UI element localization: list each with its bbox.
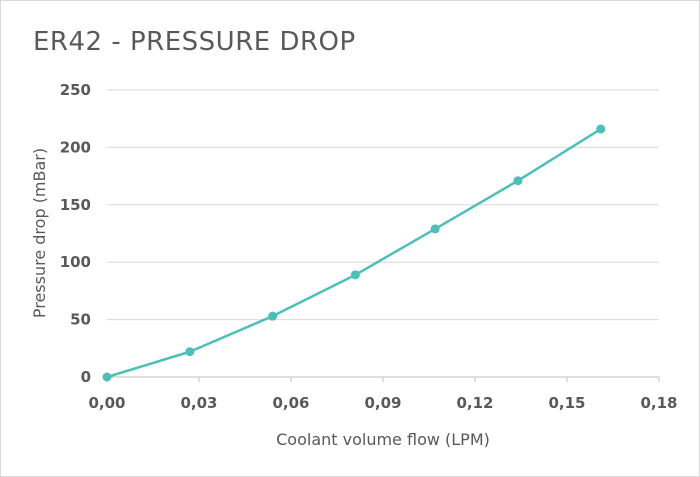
axes — [106, 376, 660, 382]
x-tick-label: 0,18 — [640, 394, 677, 412]
chart-title: ER42 - PRESSURE DROP — [33, 27, 356, 57]
data-point — [596, 124, 606, 134]
data-point — [185, 347, 195, 357]
y-tick-label: 100 — [60, 253, 91, 271]
x-tick-label: 0,12 — [456, 394, 493, 412]
y-tick-label: 250 — [60, 81, 91, 99]
x-tick-label: 0,00 — [88, 394, 125, 412]
y-tick-label: 50 — [70, 311, 91, 329]
x-tick-label: 0,03 — [180, 394, 217, 412]
tick-labels: 0 50 100 150 200 250 0,00 0,03 0,06 0,09 0,12 0,15 0… — [60, 81, 678, 412]
data-point — [430, 224, 440, 234]
data-point — [268, 311, 278, 321]
x-tick-label: 0,09 — [364, 394, 401, 412]
data-point — [513, 176, 523, 186]
y-tick-label: 150 — [60, 196, 91, 214]
x-tick-label: 0,15 — [548, 394, 585, 412]
series-line — [106, 127, 602, 379]
y-axis-title: Pressure drop (mBar) — [30, 148, 49, 318]
data-point — [350, 270, 360, 280]
x-axis-title: Coolant volume flow (LPM) — [276, 430, 490, 449]
y-tick-label: 200 — [60, 138, 91, 156]
data-point — [102, 372, 112, 382]
y-tick-label: 0 — [81, 368, 91, 386]
grid-lines — [107, 89, 659, 321]
series-layer — [102, 124, 606, 382]
x-tick-label: 0,06 — [272, 394, 309, 412]
